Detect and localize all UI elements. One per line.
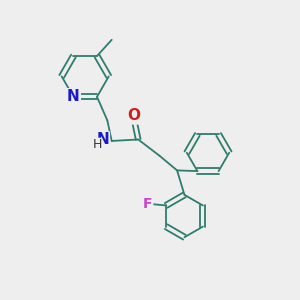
Text: O: O [127,108,140,123]
Text: F: F [143,197,152,211]
Text: H: H [92,138,102,151]
Text: N: N [67,89,80,104]
Text: N: N [97,132,110,147]
